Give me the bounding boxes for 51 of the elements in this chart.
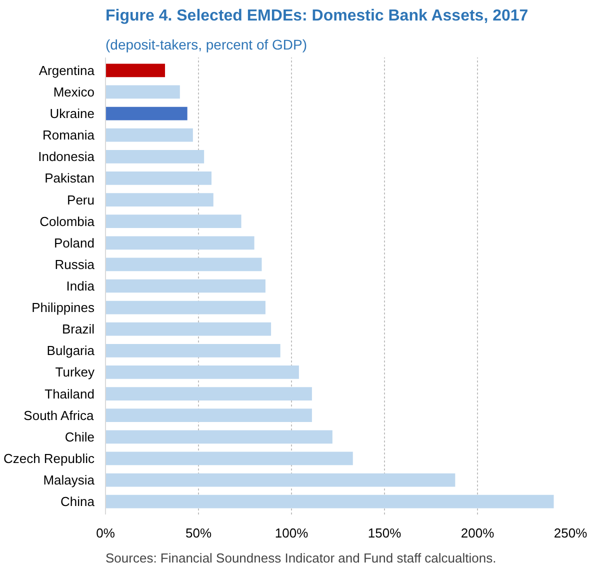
- x-tick-label: 200%: [460, 526, 495, 540]
- x-tick-label: 0%: [96, 526, 116, 540]
- bar: [106, 387, 312, 400]
- y-tick-label: Peru: [67, 192, 95, 208]
- y-tick-label: Chile: [64, 429, 94, 444]
- y-tick-label: Bulgaria: [46, 343, 96, 358]
- bar: [106, 193, 214, 206]
- y-tick-label: Turkey: [55, 364, 95, 380]
- y-tick-label: Indonesia: [38, 149, 96, 164]
- bar: [106, 452, 353, 466]
- bar: [106, 300, 266, 314]
- source-note: Sources: Financial Soundness Indicator and Fund staff calcualtions.: [106, 550, 496, 566]
- y-tick-label: Brazil: [62, 322, 95, 337]
- bar: [106, 128, 193, 142]
- chart-subtitle: (deposit-takers, percent of GDP): [106, 36, 308, 52]
- y-tick-label: China: [60, 494, 96, 510]
- y-tick-label: Romania: [42, 128, 96, 143]
- bar: [106, 322, 272, 336]
- y-tick-label: Argentina: [38, 62, 96, 78]
- x-tick-label: 150%: [368, 526, 402, 540]
- y-tick-label: Colombia: [40, 214, 96, 229]
- bar: [106, 172, 212, 185]
- bar: [106, 106, 188, 120]
- y-tick-label: Russia: [54, 256, 96, 272]
- y-tick-label: Ukraine: [50, 106, 94, 122]
- bar: [106, 236, 254, 250]
- bar: [106, 494, 554, 508]
- chart-title: Figure 4. Selected EMDEs: Domestic Bank Assets, 2017: [106, 8, 528, 24]
- x-tick-label: 250%: [554, 526, 588, 540]
- bar: [106, 214, 242, 228]
- bar: [106, 473, 456, 487]
- x-tick-label: 100%: [274, 526, 309, 540]
- bar: [106, 408, 312, 422]
- y-tick-label: India: [66, 278, 96, 294]
- bar: [106, 64, 166, 78]
- y-tick-label: Malaysia: [43, 472, 96, 488]
- y-tick-label: South Africa: [24, 408, 95, 423]
- bar: [106, 344, 280, 358]
- y-tick-label: Poland: [54, 235, 95, 250]
- y-tick-label: Philippines: [32, 300, 95, 316]
- x-tick-label: 50%: [185, 526, 212, 540]
- bar: [106, 150, 204, 164]
- bar: [106, 279, 266, 293]
- bar: [106, 258, 262, 272]
- bar: [106, 366, 299, 379]
- y-tick-label: Czech Republic: [3, 450, 95, 466]
- bar: [106, 85, 180, 99]
- y-tick-label: Mexico: [53, 84, 95, 100]
- y-tick-label: Thailand: [44, 386, 95, 402]
- y-tick-label: Pakistan: [44, 170, 95, 186]
- bar: [106, 430, 332, 444]
